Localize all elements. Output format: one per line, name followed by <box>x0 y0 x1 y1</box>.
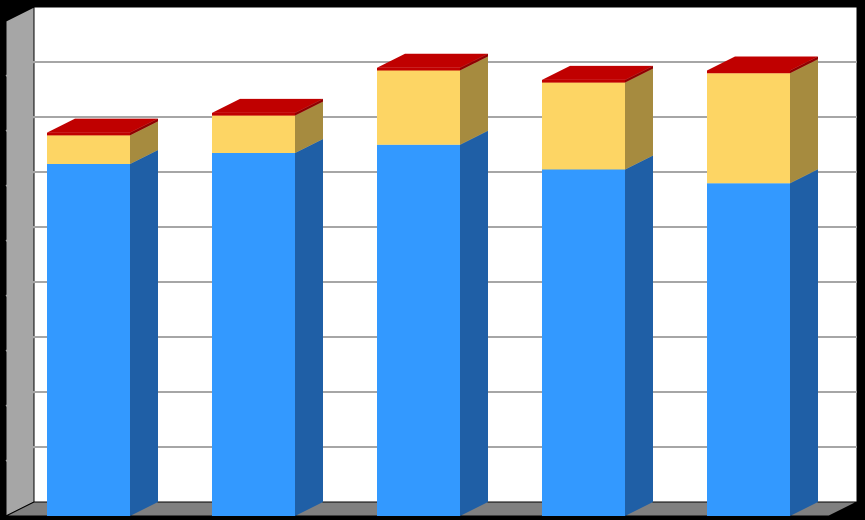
bar-segment-front <box>377 70 460 145</box>
bar-segment-side <box>790 56 818 74</box>
bar-segment-side <box>295 101 323 153</box>
bar-stack <box>542 65 653 516</box>
bar-top-cap <box>542 65 653 80</box>
bars <box>47 53 818 516</box>
bar-top-cap <box>707 56 818 71</box>
gridline <box>5 61 857 77</box>
bar-segment-front <box>47 164 130 516</box>
bar-segment-side <box>130 121 158 164</box>
bar-segment-side <box>460 130 488 516</box>
bar-segment-side <box>625 155 653 516</box>
bar-segment-front <box>707 70 790 74</box>
bar-segment-front <box>47 132 130 136</box>
bar-segment-front <box>707 183 790 516</box>
bar-segment-side <box>130 118 158 136</box>
bar-segment-side <box>790 169 818 516</box>
bar-segment-front <box>47 135 130 164</box>
bar-segment-side <box>790 59 818 184</box>
bar-segment-front <box>542 79 625 83</box>
bar-stack <box>377 53 488 516</box>
bar-segment-side <box>130 150 158 516</box>
bar-segment-side <box>295 98 323 116</box>
bar-top-cap <box>377 53 488 68</box>
bar-segment-front <box>707 73 790 184</box>
bar-segment-side <box>460 56 488 145</box>
bar-segment-front <box>377 67 460 71</box>
bar-top-cap <box>212 98 323 113</box>
bar-stack <box>212 98 323 516</box>
bar-segment-front <box>377 144 460 516</box>
side-wall <box>5 6 35 517</box>
bar-segment-side <box>625 68 653 170</box>
bar-segment-front <box>212 115 295 153</box>
bar-segment-side <box>460 53 488 71</box>
bar-segment-side <box>625 65 653 83</box>
bar-top-cap <box>47 118 158 133</box>
bar-stack <box>707 56 818 516</box>
bar-segment-front <box>212 153 295 516</box>
bar-segment-front <box>542 169 625 516</box>
bar-segment-front <box>542 82 625 170</box>
bar-stack <box>47 118 158 516</box>
bar-segment-front <box>212 112 295 116</box>
bar-segment-side <box>295 139 323 516</box>
